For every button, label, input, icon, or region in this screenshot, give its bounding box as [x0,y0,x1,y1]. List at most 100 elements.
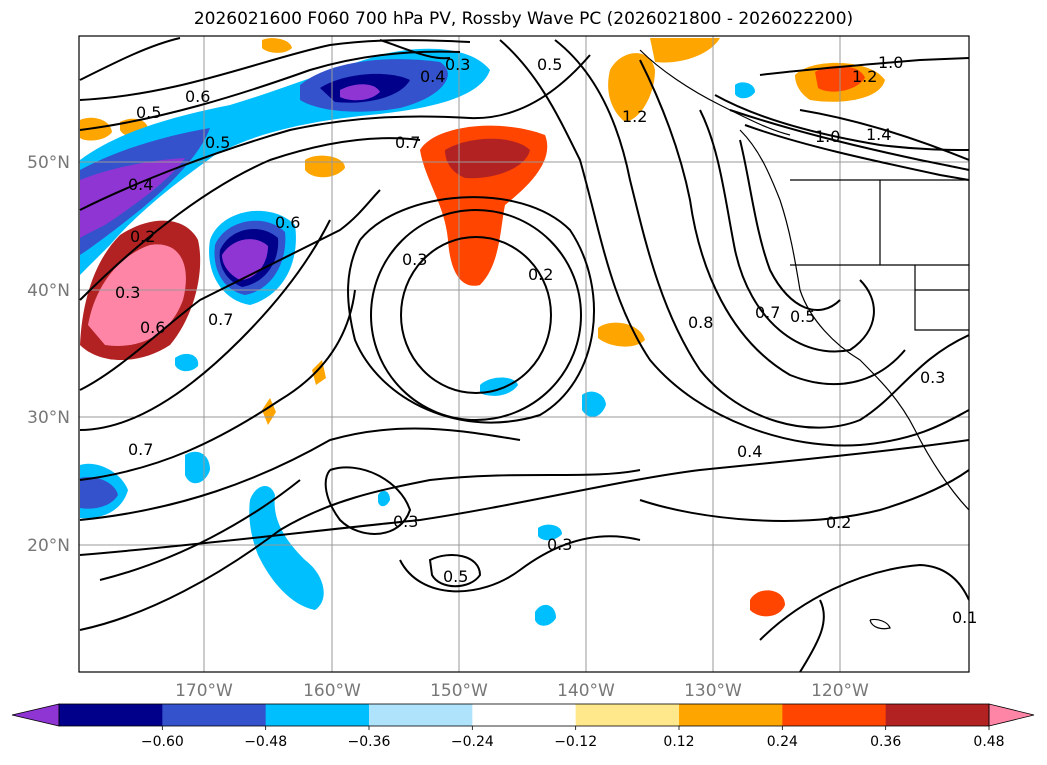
contour-line [799,599,825,672]
pv-fill-positive [262,38,292,53]
contour-label: 1.2 [622,107,647,126]
contour-line [744,124,969,181]
contour-line [79,50,461,131]
pv-fill-negative [80,158,185,238]
pc-contours [79,37,969,672]
pv-fill-negative [80,476,118,509]
pv-fill-negative [535,604,556,626]
contour-label: 0.2 [826,513,851,532]
contour-line [79,439,969,556]
colorbar-tick-label: −0.60 [141,734,184,750]
contour-label: 0.7 [395,133,420,152]
colorbar-tick-label: 0.12 [663,734,694,750]
pv-fill-negative [378,490,390,507]
pv-fill-negative [249,485,324,610]
contour-label: 0.3 [115,283,140,302]
contour-label: 0.6 [140,318,165,337]
coastline [639,49,969,630]
colorbar-segment [885,704,990,726]
contour-line [79,469,641,631]
lat-label: 20°N [27,536,70,556]
graticule [79,36,969,672]
pv-fill-positive [88,244,186,346]
lat-label: 30°N [27,408,70,428]
contour-line [759,57,969,76]
colorbar-segment [575,704,680,726]
colorbar-tick-label: −0.48 [244,734,287,750]
pv-fill-negative [340,84,380,101]
contour-line [79,39,471,101]
colorbar-segment [369,704,473,726]
contour-label: 1.0 [815,127,840,146]
contour-line [79,37,181,81]
contour-line [554,39,969,429]
pv-fill-positive [650,38,720,63]
contour-label: 0.7 [208,310,233,329]
contour-line [699,109,875,353]
contour-line [99,479,301,581]
lon-label: 140°W [557,681,615,701]
map-title: 2026021600 F060 700 hPa PV, Rossby Wave … [193,9,854,29]
colorbar-tick-label: −0.12 [554,734,597,750]
contour-label: 0.6 [185,87,210,106]
contour-line [324,466,412,535]
contour-label: 0.7 [755,303,780,322]
colorbar-tick-label: 0.24 [767,734,798,750]
colorbar-tick-label: −0.36 [348,734,391,750]
contour-line [79,137,421,301]
lat-axis: 50°N 40°N 30°N 20°N [27,153,70,556]
contour-label: 0.4 [420,67,445,86]
colorbar-segment [59,704,163,726]
lon-label: 170°W [175,681,233,701]
colorbar-segment [162,704,267,726]
pv-fill-negative [735,82,755,99]
state-border [914,265,969,331]
lon-axis: 170°W 160°W 150°W 140°W 130°W 120°W [175,681,869,701]
lon-label: 160°W [303,681,361,701]
contour-line [799,109,969,161]
pv-fill-positive [750,590,785,617]
contour-line [370,209,582,421]
contour-line [499,39,969,447]
contour-label: 0.8 [688,313,713,332]
contour-line [347,196,595,424]
contour-line [639,469,969,522]
pv-fill-positive [445,138,530,179]
contour-label: 0.2 [130,227,155,246]
colorbar-segment [782,704,887,726]
pv-fill-negative [222,239,268,280]
lon-label: 150°W [430,681,488,701]
contour-label: 0.5 [205,133,230,152]
pv-fill-positive [598,322,645,347]
contour-label: 0.3 [920,368,945,387]
contour-line [399,535,641,593]
contour-label: 1.4 [866,125,891,144]
contour-label: 0.6 [275,213,300,232]
colorbar-min-extension [11,703,60,727]
lon-label: 120°W [811,681,869,701]
pv-fill-positive [80,117,112,141]
colorbar-tick-label: 0.36 [870,734,901,750]
contour-line [400,236,552,394]
contour-label: 0.3 [445,55,470,74]
colorbar-tick-label: 0.48 [973,734,1004,750]
contour-line [79,189,381,391]
contour-line [729,109,969,171]
contour-label: 1.2 [852,67,877,86]
contour-label: 0.4 [128,175,153,194]
pv-fill-negative [175,353,199,372]
contour-label: 0.2 [528,265,553,284]
contour-label: 0.3 [547,535,572,554]
contour-label: 0.1 [952,608,977,627]
contour-label-group: 0.5 0.6 0.3 0.4 0.5 0.5 1.0 1.2 1.2 1.0 … [115,53,977,627]
colorbar-max-extension [988,703,1035,727]
contour-line [739,139,841,311]
colorbar-segment [472,704,577,726]
pv-fill-negative [582,391,606,417]
contour-line [79,289,356,481]
contour-line [79,219,331,431]
lat-label: 50°N [27,153,70,173]
pv-fill-positive [305,155,345,178]
coastline-path [639,49,791,136]
contour-line [79,54,591,211]
